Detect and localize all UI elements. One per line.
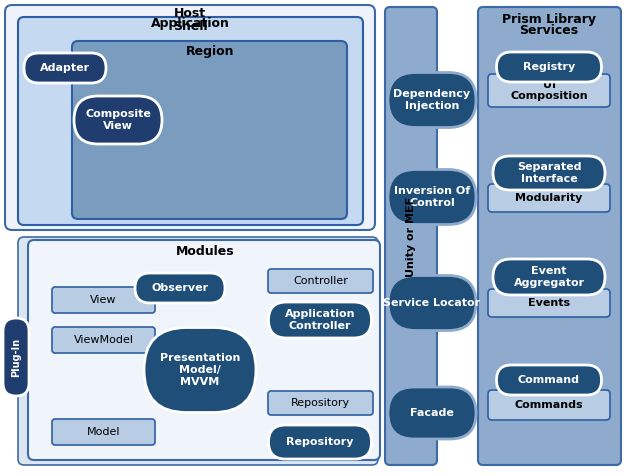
Text: Application: Application [151, 17, 230, 30]
FancyBboxPatch shape [488, 289, 610, 317]
Text: Host: Host [174, 7, 206, 20]
FancyBboxPatch shape [496, 365, 602, 395]
Text: Modularity: Modularity [515, 193, 583, 203]
Text: Model: Model [87, 427, 120, 437]
Text: Dependency
Injection: Dependency Injection [393, 89, 471, 111]
Text: Service Locator: Service Locator [384, 298, 481, 308]
FancyBboxPatch shape [488, 74, 610, 107]
Text: Plug-In: Plug-In [11, 337, 21, 377]
FancyBboxPatch shape [388, 73, 476, 127]
FancyBboxPatch shape [496, 52, 602, 82]
Text: Unity or MEF: Unity or MEF [406, 197, 416, 277]
FancyBboxPatch shape [135, 273, 225, 303]
FancyBboxPatch shape [388, 170, 476, 225]
Text: Events: Events [528, 298, 570, 308]
FancyBboxPatch shape [488, 390, 610, 420]
Text: Region: Region [186, 45, 234, 58]
Text: Presentation
Model/
MVVM: Presentation Model/ MVVM [160, 353, 240, 387]
Text: Adapter: Adapter [40, 63, 90, 73]
FancyBboxPatch shape [493, 156, 605, 190]
Text: Composite
View: Composite View [85, 109, 151, 131]
Text: Shell: Shell [173, 20, 207, 33]
FancyBboxPatch shape [52, 419, 155, 445]
Text: Inversion Of
Control: Inversion Of Control [394, 186, 470, 208]
FancyBboxPatch shape [269, 302, 371, 338]
FancyBboxPatch shape [18, 17, 363, 225]
FancyBboxPatch shape [18, 237, 378, 465]
Text: Repository: Repository [291, 398, 350, 408]
FancyBboxPatch shape [488, 184, 610, 212]
FancyBboxPatch shape [268, 391, 373, 415]
FancyBboxPatch shape [3, 318, 29, 396]
Text: Registry: Registry [523, 62, 575, 72]
Text: Application
Controller: Application Controller [285, 309, 355, 331]
FancyBboxPatch shape [24, 53, 106, 83]
Text: Commands: Commands [515, 400, 583, 410]
Text: Repository: Repository [286, 437, 354, 447]
Text: ViewModel: ViewModel [73, 335, 133, 345]
FancyBboxPatch shape [52, 287, 155, 313]
FancyBboxPatch shape [74, 96, 162, 144]
FancyBboxPatch shape [388, 387, 476, 439]
FancyBboxPatch shape [28, 240, 380, 460]
Text: View: View [90, 295, 117, 305]
FancyBboxPatch shape [144, 327, 256, 412]
Text: Command: Command [518, 375, 580, 385]
FancyBboxPatch shape [388, 276, 476, 331]
Text: Modules: Modules [176, 245, 234, 258]
Text: Separated
Interface: Separated Interface [516, 162, 582, 184]
FancyBboxPatch shape [268, 269, 373, 293]
Text: Facade: Facade [410, 408, 454, 418]
Text: Observer: Observer [151, 283, 208, 293]
FancyBboxPatch shape [493, 259, 605, 295]
Text: UI
Composition: UI Composition [510, 80, 588, 101]
Text: Event
Aggregator: Event Aggregator [513, 266, 585, 288]
FancyBboxPatch shape [52, 327, 155, 353]
Text: Services: Services [520, 24, 578, 37]
Text: Prism Library: Prism Library [502, 13, 596, 26]
FancyBboxPatch shape [72, 41, 347, 219]
FancyBboxPatch shape [269, 425, 371, 459]
FancyBboxPatch shape [5, 5, 375, 230]
FancyBboxPatch shape [385, 7, 437, 465]
FancyBboxPatch shape [478, 7, 621, 465]
Text: Controller: Controller [293, 276, 348, 286]
